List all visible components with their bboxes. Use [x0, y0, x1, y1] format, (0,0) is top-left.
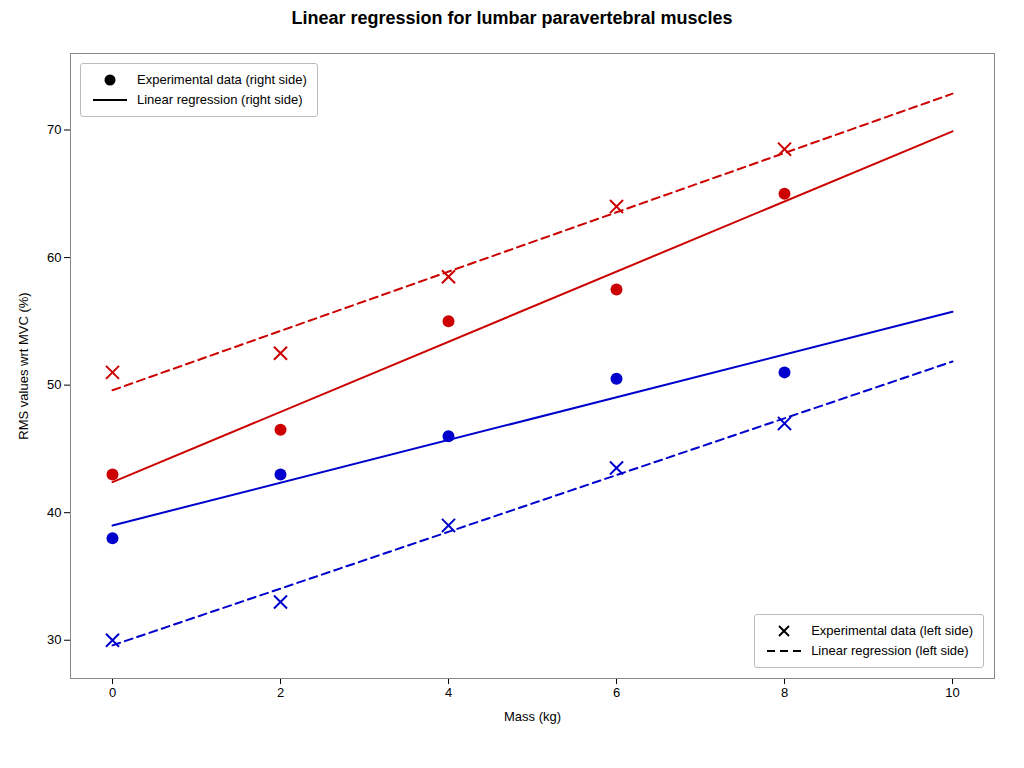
svg-text:10: 10: [945, 685, 959, 700]
svg-text:40: 40: [47, 505, 61, 520]
svg-text:50: 50: [47, 377, 61, 392]
svg-text:0: 0: [109, 685, 116, 700]
svg-text:70: 70: [47, 122, 61, 137]
svg-text:Mass (kg): Mass (kg): [504, 709, 561, 724]
html-text:Experimental data (left side): Experimental data (left side): [811, 623, 973, 638]
svg-text:8: 8: [781, 685, 788, 700]
html-text:Experimental data (right side): Experimental data (right side): [137, 72, 307, 87]
svg-text:30: 30: [47, 632, 61, 647]
svg-text:RMS values wrt MVC (%): RMS values wrt MVC (%): [16, 292, 31, 439]
svg-text:4: 4: [445, 685, 452, 700]
svg-text:6: 6: [613, 685, 620, 700]
svg-text:60: 60: [47, 250, 61, 265]
svg-text:2: 2: [277, 685, 284, 700]
html-text:Linear regression (left side): Linear regression (left side): [811, 643, 969, 658]
html-text:Linear regression (right side): Linear regression (right side): [137, 92, 303, 107]
html-text:Linear regression for lumbar p: Linear regression for lumbar paravertebr…: [291, 8, 733, 28]
